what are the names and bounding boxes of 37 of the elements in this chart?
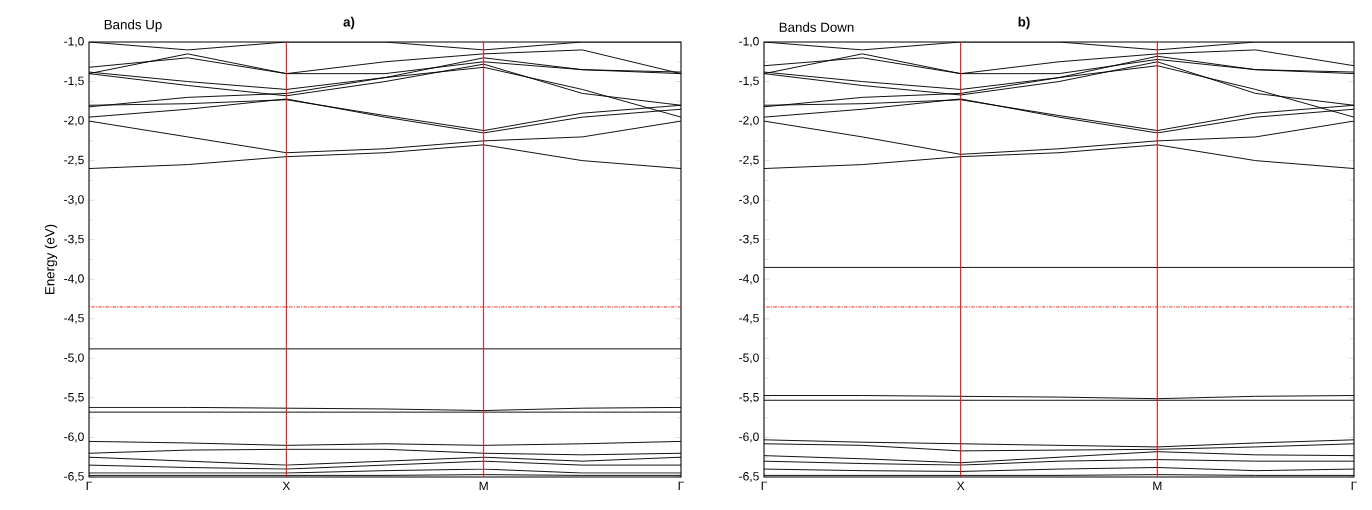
y-tick-label: -2,5	[739, 155, 759, 166]
x-tick-label: Γ	[761, 481, 767, 490]
y-tick-label: -3,5	[739, 234, 759, 245]
y-tick-label: -6,0	[64, 432, 84, 443]
y-tick-label: -3,0	[64, 195, 84, 206]
y-tick-label: -4,5	[739, 313, 759, 324]
chart-subtitle: a)	[343, 16, 355, 30]
y-tick-label: -3,0	[739, 195, 759, 206]
chart-title: Bands Down	[779, 22, 854, 32]
x-tick-label: M	[1153, 481, 1162, 490]
x-tick-label: Γ	[678, 481, 684, 490]
y-tick-label: -4,0	[64, 274, 84, 285]
y-tick-label: -6,5	[739, 472, 759, 482]
y-tick-label: -1,5	[739, 76, 759, 87]
x-tick-label: Γ	[86, 481, 92, 490]
y-tick-label: -2,5	[64, 155, 84, 166]
y-tick-label: -4,0	[739, 274, 759, 285]
y-tick-label: -1,0	[739, 37, 759, 47]
y-tick-label: -3,5	[64, 234, 84, 245]
y-tick-label: -6,0	[739, 432, 759, 443]
x-tick-label: Γ	[1351, 481, 1357, 490]
y-tick-label: -4,5	[64, 313, 84, 324]
x-tick-label: X	[956, 481, 965, 490]
y-tick-label: -5,5	[64, 393, 84, 403]
chart-title: Bands Up	[104, 19, 162, 32]
y-tick-label: -5,0	[739, 353, 759, 364]
y-tick-label: -1,0	[64, 37, 84, 47]
y-axis-title: Energy (eV)	[44, 224, 58, 294]
x-tick-label: X	[282, 481, 291, 490]
x-tick-label: M	[479, 481, 488, 490]
y-tick-label: -2,0	[739, 116, 759, 127]
y-tick-label: -6,5	[64, 472, 84, 482]
y-tick-label: -5,0	[64, 353, 84, 364]
y-tick-label: -1,5	[64, 76, 84, 87]
chart-subtitle: b)	[1018, 16, 1030, 30]
y-tick-label: -5,5	[739, 393, 759, 403]
y-tick-label: -2,0	[64, 116, 84, 127]
